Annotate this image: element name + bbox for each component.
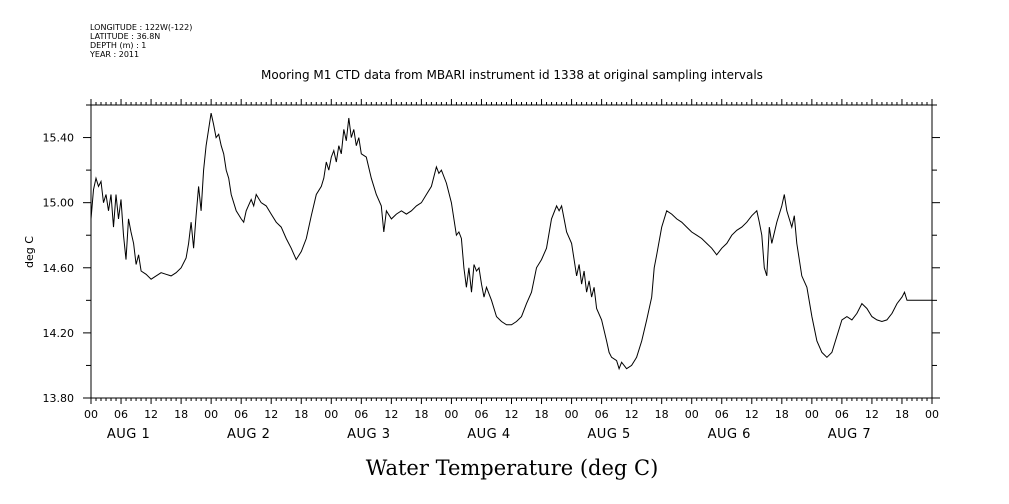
meta-year: YEAR : 2011: [89, 50, 139, 59]
x-tick-label: 06: [234, 408, 248, 421]
x-tick-label: 00: [204, 408, 218, 421]
y-tick-label: 14.60: [43, 262, 75, 275]
x-tick-label: 06: [114, 408, 128, 421]
x-tick-label: 18: [655, 408, 669, 421]
x-tick-label: 06: [474, 408, 488, 421]
x-tick-label: 18: [174, 408, 188, 421]
x-tick-label: 12: [625, 408, 639, 421]
y-axis-label: deg C: [23, 236, 36, 268]
x-tick-label: 18: [535, 408, 549, 421]
y-tick-label: 13.80: [43, 392, 75, 405]
x-tick-label: 12: [264, 408, 278, 421]
x-axis-day-labels: AUG 1 AUG 2 AUG 3 AUG 4 AUG 5 AUG 6 AUG 7: [107, 427, 871, 442]
x-tick-label: 12: [505, 408, 519, 421]
x-tick-label: 00: [925, 408, 939, 421]
day-label: AUG 4: [467, 427, 510, 442]
x-tick-label: 12: [745, 408, 759, 421]
meta-longitude: LONGITUDE : 122W(-122): [90, 23, 192, 32]
x-tick-label: 00: [444, 408, 458, 421]
x-tick-label: 18: [414, 408, 428, 421]
x-tick-label: 06: [595, 408, 609, 421]
day-label: AUG 1: [107, 427, 150, 442]
y-tick-label: 15.00: [43, 197, 75, 210]
x-tick-label: 18: [775, 408, 789, 421]
x-tick-label: 18: [895, 408, 909, 421]
x-tick-label: 06: [835, 408, 849, 421]
day-label: AUG 6: [708, 427, 751, 442]
y-tick-label: 14.20: [43, 327, 75, 340]
day-label: AUG 5: [587, 427, 630, 442]
x-tick-label: 00: [84, 408, 98, 421]
x-axis-ticks: [90, 99, 933, 404]
metadata-block: LONGITUDE : 122W(-122) LATITUDE : 36.8N …: [89, 23, 192, 59]
x-tick-label: 06: [715, 408, 729, 421]
x-tick-label: 12: [144, 408, 158, 421]
x-tick-label: 00: [324, 408, 338, 421]
chart-title: Mooring M1 CTD data from MBARI instrumen…: [261, 68, 763, 82]
x-tick-label: 00: [565, 408, 579, 421]
day-label: AUG 2: [227, 427, 270, 442]
day-label: AUG 7: [828, 427, 871, 442]
x-tick-label: 12: [865, 408, 879, 421]
x-tick-label: 18: [294, 408, 308, 421]
y-tick-label: 15.40: [43, 132, 75, 145]
x-axis-label: Water Temperature (deg C): [366, 456, 659, 480]
x-tick-label: 00: [685, 408, 699, 421]
meta-latitude: LATITUDE : 36.8N: [90, 32, 160, 41]
x-tick-label: 00: [805, 408, 819, 421]
plot-frame: [90, 104, 933, 399]
x-tick-label: 12: [384, 408, 398, 421]
water-temperature-series-line: [90, 112, 932, 371]
x-tick-label: 06: [354, 408, 368, 421]
x-axis-hour-labels: 00 06 12 18 00 06 12 18 00 06 12 18 00 06 12 18 00 06 12 18…: [84, 408, 939, 421]
day-label: AUG 3: [347, 427, 390, 442]
meta-depth: DEPTH (m) : 1: [90, 41, 146, 50]
y-axis: 13.80 14.20 14.60 15.00 15.40: [43, 104, 940, 405]
